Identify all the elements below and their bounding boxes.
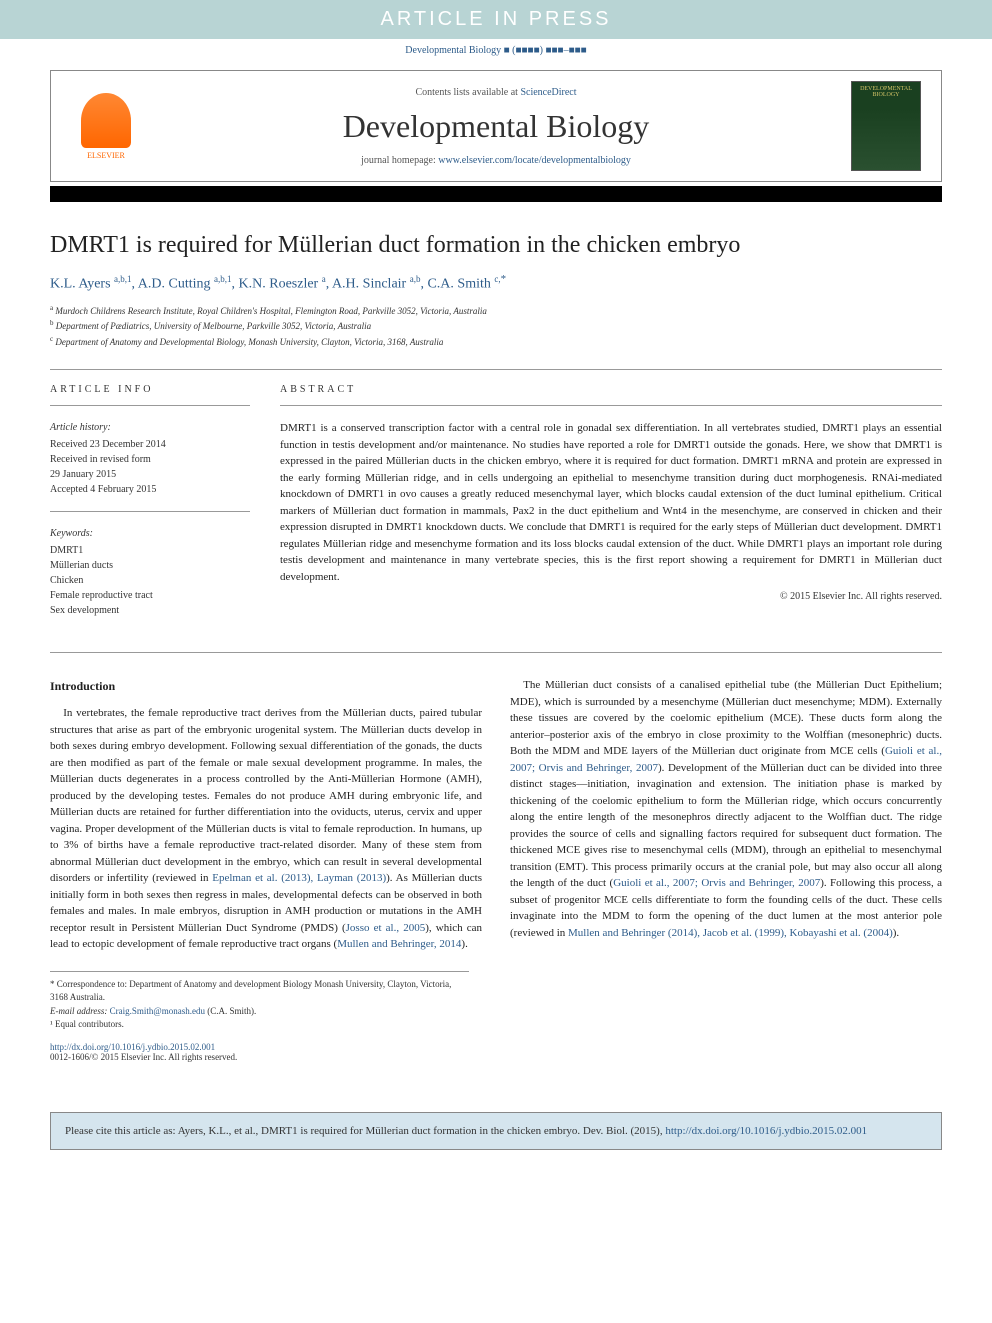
contents-lists-line: Contents lists available at ScienceDirec… bbox=[156, 87, 836, 98]
article-content: DMRT1 is required for Müllerian duct for… bbox=[0, 202, 992, 1082]
journal-homepage-link[interactable]: www.elsevier.com/locate/developmentalbio… bbox=[438, 155, 631, 166]
intro-paragraph-1: In vertebrates, the female reproductive … bbox=[50, 705, 482, 953]
affiliations: a Murdoch Childrens Research Institute, … bbox=[50, 303, 942, 350]
doi-block: http://dx.doi.org/10.1016/j.ydbio.2015.0… bbox=[50, 1042, 942, 1062]
keyword: Müllerian ducts bbox=[50, 558, 250, 573]
article-info-heading: ARTICLE INFO bbox=[50, 384, 250, 395]
journal-name: Developmental Biology bbox=[156, 108, 836, 145]
abstract-text: DMRT1 is a conserved transcription facto… bbox=[280, 420, 942, 585]
citation-box: Please cite this article as: Ayers, K.L.… bbox=[50, 1112, 942, 1151]
journal-reference-line: Developmental Biology ■ (■■■■) ■■■–■■■ bbox=[0, 39, 992, 62]
abstract-column: ABSTRACT DMRT1 is a conserved transcript… bbox=[280, 384, 942, 632]
publisher-name: ELSEVIER bbox=[87, 151, 125, 160]
keyword: Sex development bbox=[50, 603, 250, 618]
elsevier-tree-icon bbox=[81, 93, 131, 148]
intro-paragraph-2: The Müllerian duct consists of a canalis… bbox=[510, 677, 942, 941]
article-history: Article history: Received 23 December 20… bbox=[50, 420, 250, 497]
affiliation-c: c Department of Anatomy and Developmenta… bbox=[50, 334, 942, 350]
affiliation-a: a Murdoch Childrens Research Institute, … bbox=[50, 303, 942, 319]
email-line: E-mail address: Craig.Smith@monash.edu (… bbox=[50, 1005, 469, 1019]
keyword: Female reproductive tract bbox=[50, 588, 250, 603]
authors-line: K.L. Ayers a,b,1, A.D. Cutting a,b,1, K.… bbox=[50, 273, 942, 293]
sciencedirect-link[interactable]: ScienceDirect bbox=[520, 87, 576, 98]
citation-link[interactable]: Guioli et al., 2007; Orvis and Behringer… bbox=[613, 877, 820, 889]
email-link[interactable]: Craig.Smith@monash.edu bbox=[110, 1006, 205, 1016]
correspondence-note: * Correspondence to: Department of Anato… bbox=[50, 978, 469, 1005]
keywords-block: Keywords: DMRT1 Müllerian ducts Chicken … bbox=[50, 526, 250, 618]
divider bbox=[50, 369, 942, 370]
divider bbox=[50, 652, 942, 653]
article-title: DMRT1 is required for Müllerian duct for… bbox=[50, 232, 942, 259]
cite-doi-link[interactable]: http://dx.doi.org/10.1016/j.ydbio.2015.0… bbox=[665, 1125, 867, 1137]
citation-link[interactable]: Josso et al., 2005 bbox=[346, 922, 426, 934]
elsevier-logo: ELSEVIER bbox=[71, 86, 141, 166]
journal-homepage-line: journal homepage: www.elsevier.com/locat… bbox=[156, 155, 836, 166]
introduction-heading: Introduction bbox=[50, 677, 482, 695]
affiliation-b: b Department of Pædiatrics, University o… bbox=[50, 318, 942, 334]
header-divider-bar bbox=[50, 186, 942, 202]
article-in-press-banner: ARTICLE IN PRESS bbox=[0, 0, 992, 39]
citation-link[interactable]: Mullen and Behringer, 2014 bbox=[337, 938, 461, 950]
abstract-heading: ABSTRACT bbox=[280, 384, 942, 395]
equal-contributors-note: ¹ Equal contributors. bbox=[50, 1018, 469, 1032]
doi-link[interactable]: http://dx.doi.org/10.1016/j.ydbio.2015.0… bbox=[50, 1042, 215, 1052]
article-info-column: ARTICLE INFO Article history: Received 2… bbox=[50, 384, 250, 632]
keyword: Chicken bbox=[50, 573, 250, 588]
header-center: Contents lists available at ScienceDirec… bbox=[156, 87, 836, 166]
citation-link[interactable]: Epelman et al. (2013), Layman (2013) bbox=[212, 872, 386, 884]
footnotes: * Correspondence to: Department of Anato… bbox=[50, 971, 469, 1032]
info-abstract-row: ARTICLE INFO Article history: Received 2… bbox=[50, 384, 942, 632]
keyword: DMRT1 bbox=[50, 543, 250, 558]
body-text: Introduction In vertebrates, the female … bbox=[50, 677, 942, 953]
issn-copyright: 0012-1606/© 2015 Elsevier Inc. All right… bbox=[50, 1052, 942, 1062]
citation-link[interactable]: Mullen and Behringer (2014), Jacob et al… bbox=[568, 927, 893, 939]
journal-cover-thumb: DEVELOPMENTAL BIOLOGY bbox=[851, 81, 921, 171]
journal-header: ELSEVIER Contents lists available at Sci… bbox=[50, 70, 942, 182]
abstract-copyright: © 2015 Elsevier Inc. All rights reserved… bbox=[280, 591, 942, 602]
